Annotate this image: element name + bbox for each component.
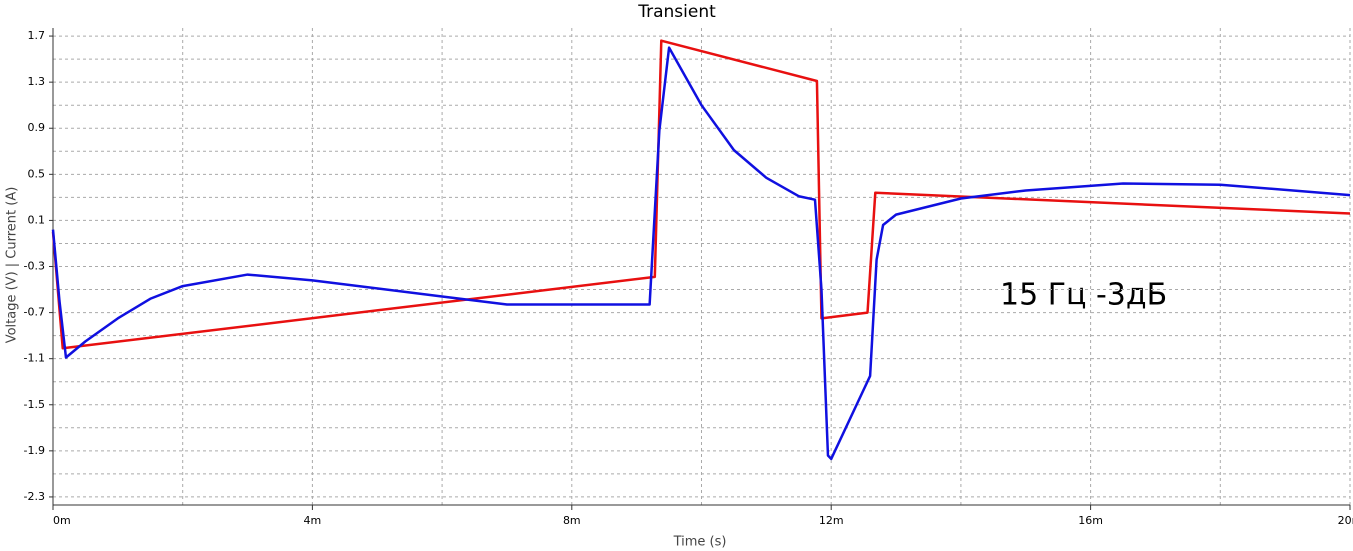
y-tick-label: -2.3 — [24, 490, 45, 503]
x-tick-label: 12m — [819, 514, 844, 527]
series-line — [51, 39, 1351, 350]
chart-title: Transient — [637, 2, 716, 22]
y-tick-label: -1.9 — [24, 444, 45, 457]
y-tick-label: 1.7 — [28, 29, 46, 42]
y-tick-label: 0.5 — [28, 167, 46, 180]
x-tick-label: 20m — [1338, 514, 1353, 527]
series-line — [51, 46, 1351, 461]
y-axis-label: Voltage (V) | Current (A) — [5, 187, 20, 344]
y-tick-label: -1.1 — [24, 352, 45, 365]
y-tick-label: -0.3 — [24, 260, 45, 273]
x-tick-label: 8m — [563, 514, 581, 527]
y-tick-label: 0.1 — [28, 213, 46, 226]
x-tick-label: 0m — [53, 514, 71, 527]
y-tick-label: -0.7 — [24, 306, 45, 319]
annotation: 15 Гц -3дБ — [1000, 278, 1167, 313]
y-tick-label: 0.9 — [28, 121, 46, 134]
y-tick-label: -1.5 — [24, 398, 45, 411]
y-tick-label: 1.3 — [28, 75, 46, 88]
x-tick-label: 16m — [1078, 514, 1103, 527]
x-tick-label: 4m — [304, 514, 322, 527]
x-axis-label: Time (s) — [673, 535, 727, 550]
